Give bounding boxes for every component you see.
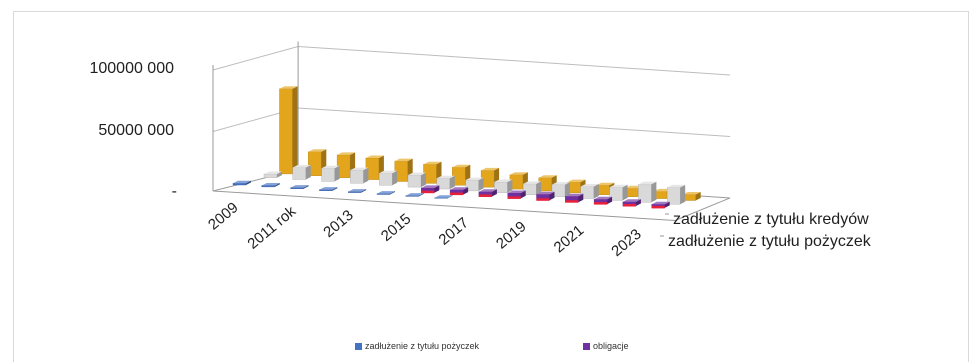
bar-s1-c13 bbox=[622, 199, 641, 207]
bar-s0-c6 bbox=[405, 193, 424, 197]
bar-s0-c5 bbox=[376, 191, 395, 195]
bar-s2-c14 bbox=[667, 184, 686, 205]
bar-s2-c11 bbox=[580, 184, 599, 199]
y-tick-label-1: 50000 000 bbox=[98, 122, 174, 139]
bar-s0-c7 bbox=[434, 195, 453, 199]
x-tick-label-0: 2009 bbox=[205, 199, 241, 233]
bar-s2-c4 bbox=[379, 170, 398, 186]
bar-s2-c0 bbox=[263, 171, 282, 178]
bar-s2-c3 bbox=[350, 167, 369, 184]
chart-walls bbox=[212, 41, 731, 221]
y-axis-labels: 100000 000 50000 000 - bbox=[89, 60, 177, 200]
bar-s0-c1 bbox=[261, 182, 280, 188]
x-tick-label-3: 2015 bbox=[378, 210, 414, 244]
x-tick-label-6: 2021 bbox=[551, 222, 587, 256]
bar-s2-c6 bbox=[436, 175, 455, 190]
bar-s2-c13 bbox=[638, 181, 657, 203]
x-tick-label-7: 2023 bbox=[608, 226, 644, 260]
bar-s2-c2 bbox=[321, 165, 340, 182]
legend-swatch-2 bbox=[583, 342, 590, 350]
x-axis-labels: 2009 2011 rok 2013 2015 2017 2019 2021 2023 bbox=[205, 199, 645, 260]
x-tick-label-1: 2011 rok bbox=[244, 203, 299, 253]
legend-item-1: zadłużenie z tytułu pożyczek bbox=[355, 341, 479, 351]
bar-s1-c10 bbox=[536, 191, 555, 201]
bar-s2-c7 bbox=[465, 177, 484, 192]
gridline-back-0 bbox=[298, 107, 731, 137]
chart-bars bbox=[232, 86, 701, 209]
gridline-back-1 bbox=[298, 45, 731, 76]
bar-s1-c9 bbox=[507, 190, 526, 199]
x-tick-label-2: 2013 bbox=[320, 207, 356, 241]
bar-s0-c2 bbox=[290, 185, 309, 190]
bar-s3-c9 bbox=[538, 175, 557, 192]
axis-line-3 bbox=[674, 197, 731, 221]
bar-s3-c0 bbox=[279, 86, 298, 175]
depth-label-1: zadłużenie z tytułu pożyczek bbox=[668, 233, 872, 250]
x-tick-label-4: 2017 bbox=[435, 214, 471, 248]
bar-s1-c12 bbox=[593, 196, 613, 205]
bar-s2-c8 bbox=[494, 179, 513, 194]
bar-s2-c1 bbox=[292, 165, 311, 180]
bar-s1-c7 bbox=[449, 187, 469, 196]
legend-swatch-1 bbox=[355, 342, 362, 350]
y-tick-label-2: - bbox=[172, 183, 177, 200]
bar-s3-c14 bbox=[682, 192, 701, 201]
bar-s2-c5 bbox=[407, 172, 426, 188]
bar-s2-c10 bbox=[551, 182, 570, 197]
gridline-side-1 bbox=[212, 45, 299, 71]
axis-line-2 bbox=[212, 190, 676, 221]
bar-s1-c14 bbox=[651, 201, 670, 209]
bar-s0-c3 bbox=[319, 187, 338, 191]
bar-s2-c12 bbox=[609, 184, 628, 201]
bar-s1-c11 bbox=[565, 193, 584, 203]
x-tick-label-5: 2019 bbox=[493, 218, 529, 252]
bar-s1-c8 bbox=[478, 189, 497, 197]
legend-item-2: obligacje bbox=[583, 341, 629, 351]
depth-axis-labels: zadłużenie z tytułu kredyów zadłużenie z … bbox=[660, 211, 872, 250]
bar-s0-c0 bbox=[232, 180, 251, 186]
bar-s3-c7 bbox=[480, 167, 500, 188]
legend-label-1: zadłużenie z tytułu pożyczek bbox=[365, 341, 480, 351]
bar-s1-c6 bbox=[421, 185, 440, 194]
bar-s0-c4 bbox=[348, 189, 367, 193]
chart-area bbox=[13, 11, 969, 362]
bar-s3-c1 bbox=[308, 149, 327, 177]
y-tick-label-0: 100000 000 bbox=[89, 60, 174, 77]
bar-s2-c9 bbox=[523, 181, 542, 195]
depth-label-0: zadłużenie z tytułu kredyów bbox=[673, 211, 869, 228]
bar-s3-c6 bbox=[452, 164, 471, 186]
legend-label-2: obligacje bbox=[593, 341, 629, 351]
